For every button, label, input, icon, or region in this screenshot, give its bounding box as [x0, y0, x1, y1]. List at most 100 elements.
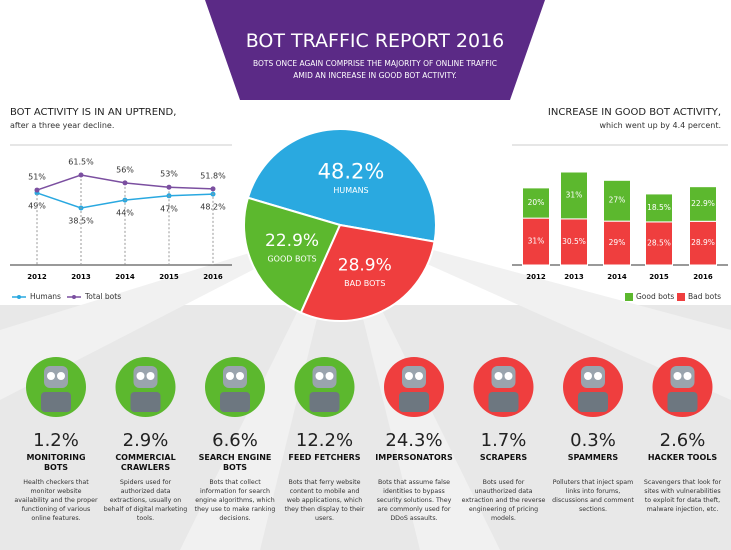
legend-swatch	[677, 293, 685, 301]
x-tick-label: 2016	[203, 273, 223, 281]
x-tick-label: 2016	[693, 273, 713, 281]
line-title: BOT ACTIVITY IS IN AN UPTREND,	[10, 107, 177, 118]
x-tick-label: 2013	[564, 273, 584, 281]
bot-name: HACKER TOOLS	[647, 453, 718, 462]
bot-eye	[683, 372, 692, 380]
pie-slice	[299, 223, 436, 322]
bot-head	[491, 366, 516, 388]
data-label: 61.5%	[68, 158, 94, 167]
point	[166, 184, 172, 190]
bot-eye	[136, 372, 145, 380]
bot-body	[488, 392, 519, 412]
data-label: 49%	[28, 201, 46, 210]
x-tick-label: 2012	[27, 273, 47, 281]
bar-segment	[645, 221, 673, 266]
bot-share: 1.7%	[480, 430, 527, 451]
bar-title: INCREASE IN GOOD BOT ACTIVITY,	[547, 107, 721, 118]
data-label: 51%	[28, 173, 46, 182]
bot-name: IMPERSONATORS	[375, 453, 453, 462]
data-label: 48.2%	[200, 203, 226, 212]
bot-eye	[584, 372, 592, 380]
data-label: 44%	[116, 209, 134, 218]
bot-eye	[146, 372, 155, 380]
bot-description: Polluters that inject spam links into fo…	[552, 479, 634, 513]
bar-segment	[560, 171, 588, 220]
x-tick-label: 2013	[71, 273, 91, 281]
bot-share: 6.6%	[212, 430, 258, 451]
bot-eye	[236, 372, 244, 380]
bot-head	[581, 366, 605, 388]
x-tick-label: 2014	[607, 273, 627, 281]
bot-eye	[226, 372, 234, 380]
data-label: 51.8%	[200, 171, 226, 180]
bot-head	[133, 366, 158, 388]
bar-segment	[689, 186, 717, 222]
bot-eye	[57, 372, 65, 380]
bot-description: Bots that assume false identities to byp…	[376, 479, 452, 522]
bot-name: MONITORING BOTS	[26, 453, 86, 472]
bot-name: COMMERCIAL CRAWLERS	[115, 453, 176, 472]
bot-eye	[594, 372, 602, 380]
data-label: 27%	[609, 196, 626, 205]
bot-eye	[405, 372, 413, 380]
bot-body	[220, 392, 250, 412]
bot-name: FEED FETCHERS	[288, 453, 361, 462]
bot-description: Bots used for unauthorized data extracti…	[461, 479, 546, 522]
bot-name: SEARCH ENGINE BOTS	[198, 453, 272, 472]
bot-share: 1.2%	[33, 430, 79, 451]
data-label: 20%	[528, 198, 545, 207]
bot-eye	[325, 372, 334, 380]
bot-description: Scavengers that look for sites with vuln…	[643, 479, 722, 513]
bot-eye	[504, 372, 513, 380]
point	[78, 172, 84, 178]
bot-share: 2.9%	[122, 430, 169, 451]
bot-body	[667, 392, 698, 412]
bot-description: Spiders used for authorized data extract…	[103, 479, 188, 522]
bot-eye	[415, 372, 423, 380]
bot-head	[402, 366, 426, 388]
point	[122, 180, 128, 186]
pie-value: 28.9%	[338, 256, 392, 276]
data-label: 31%	[528, 237, 545, 246]
bot-head	[312, 366, 337, 388]
bot-name: SCRAPERS	[479, 453, 528, 462]
data-label: 53%	[160, 170, 178, 179]
legend-label: Total bots	[84, 292, 121, 301]
header-banner	[205, 0, 545, 100]
bot-description: Bots that ferry website content to mobil…	[284, 479, 365, 522]
bot-description: Bots that collect information for search…	[194, 479, 276, 522]
bot-share: 12.2%	[295, 430, 354, 451]
data-label: 29%	[609, 238, 626, 247]
bot-head	[223, 366, 247, 388]
legend-swatch	[625, 293, 633, 301]
legend-dot	[17, 295, 21, 299]
pie-label: GOOD BOTS	[267, 255, 316, 264]
data-label: 30.5%	[562, 237, 586, 246]
data-label: 18.5%	[647, 203, 671, 212]
bot-name: SPAMMERS	[567, 453, 619, 462]
data-label: 31%	[566, 190, 583, 199]
legend-label: Good bots	[636, 292, 674, 301]
line-subtitle: after a three year decline.	[10, 121, 115, 130]
bot-head	[44, 366, 68, 388]
legend-dot	[72, 295, 76, 299]
pie-label: BAD BOTS	[344, 279, 385, 288]
bot-body	[578, 392, 608, 412]
pie-value: 48.2%	[318, 159, 385, 183]
point	[34, 187, 40, 193]
bot-share: 24.3%	[385, 430, 443, 451]
bot-eye	[673, 372, 682, 380]
bottom-panel	[0, 305, 731, 550]
legend-label: Humans	[30, 292, 61, 301]
bot-eye	[494, 372, 503, 380]
data-label: 22.9%	[691, 199, 715, 208]
bar-segment	[522, 187, 550, 219]
bot-share: 2.6%	[659, 430, 706, 451]
x-tick-label: 2015	[159, 273, 179, 281]
data-label: 56%	[116, 165, 134, 174]
bot-eye	[47, 372, 55, 380]
bot-body	[41, 392, 71, 412]
x-tick-label: 2015	[649, 273, 669, 281]
